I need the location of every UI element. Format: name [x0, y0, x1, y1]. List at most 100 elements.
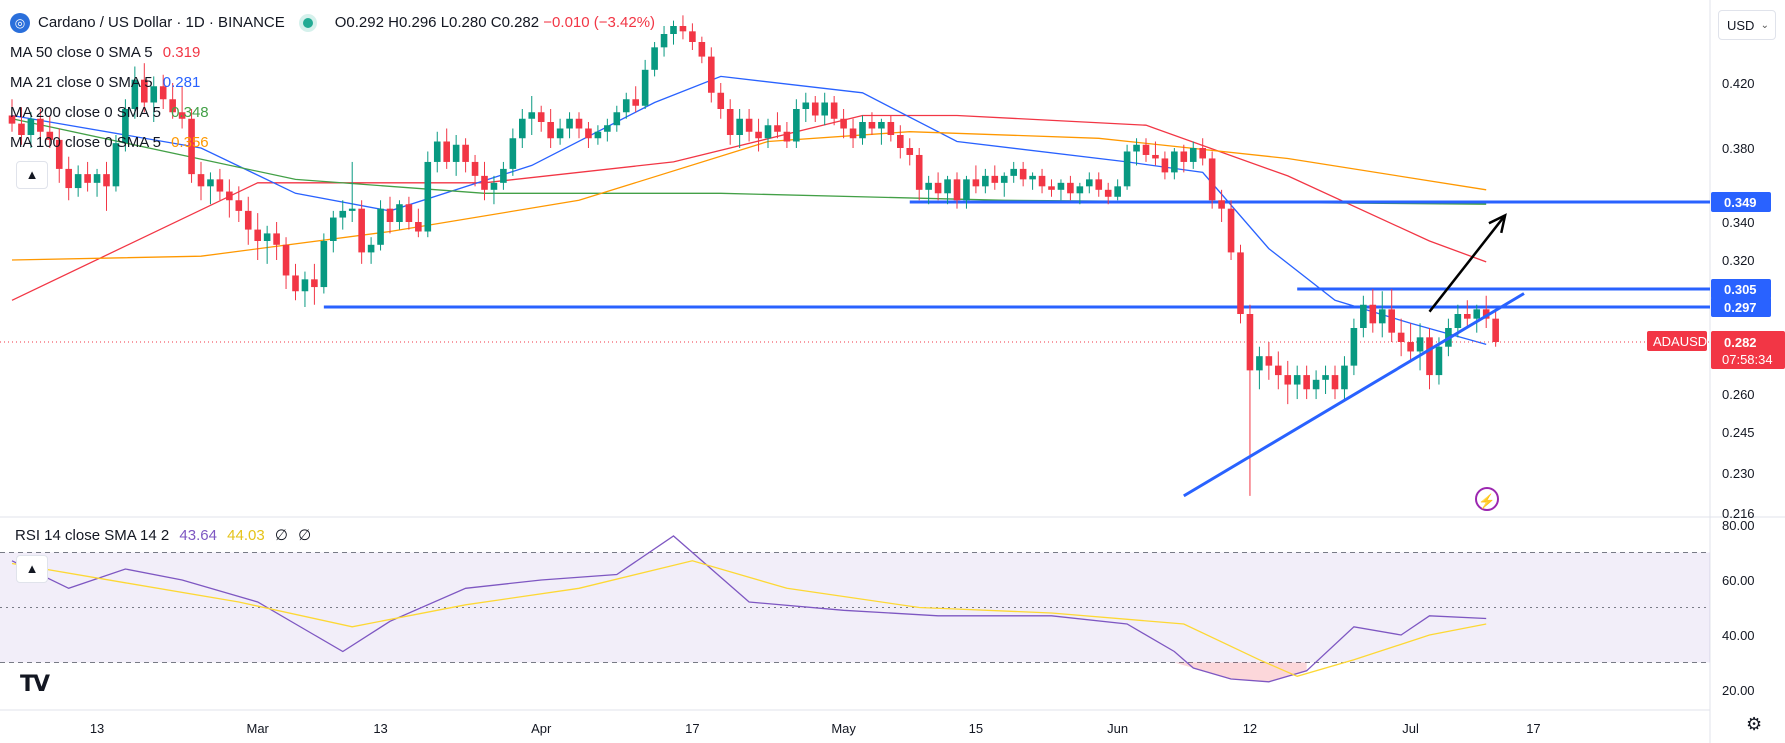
- candle[interactable]: [1142, 144, 1150, 155]
- candle[interactable]: [726, 109, 734, 135]
- level-price-tag[interactable]: [1711, 279, 1771, 299]
- candle[interactable]: [396, 204, 403, 222]
- candle[interactable]: [273, 233, 280, 245]
- candle[interactable]: [1492, 318, 1499, 342]
- candle[interactable]: [878, 122, 885, 129]
- candle[interactable]: [443, 141, 450, 162]
- candle[interactable]: [821, 102, 828, 116]
- candle[interactable]: [1473, 309, 1481, 319]
- candle[interactable]: [613, 112, 621, 126]
- candle[interactable]: [915, 154, 923, 190]
- candle[interactable]: [830, 102, 838, 119]
- candle[interactable]: [1133, 144, 1140, 152]
- candle[interactable]: [537, 112, 545, 122]
- candle[interactable]: [566, 118, 573, 129]
- level-price-tag[interactable]: [1711, 192, 1771, 212]
- candle[interactable]: [481, 175, 488, 190]
- candle[interactable]: [509, 138, 517, 169]
- candle[interactable]: [1152, 154, 1159, 159]
- candle[interactable]: [1426, 337, 1433, 376]
- candle[interactable]: [1256, 356, 1263, 371]
- candle[interactable]: [320, 241, 328, 288]
- candle[interactable]: [868, 122, 876, 129]
- candle[interactable]: [1180, 151, 1188, 162]
- candle[interactable]: [1057, 182, 1065, 190]
- candle[interactable]: [1019, 168, 1027, 180]
- candle[interactable]: [802, 102, 810, 110]
- candle[interactable]: [282, 244, 290, 276]
- candle[interactable]: [1312, 379, 1320, 390]
- candle[interactable]: [103, 174, 110, 187]
- tradingview-logo[interactable]: TV: [20, 672, 50, 697]
- indicator-ma100[interactable]: MA 100 close 0 SMA 5 0.356: [10, 128, 655, 158]
- candle[interactable]: [1086, 179, 1093, 187]
- candle[interactable]: [1284, 375, 1292, 385]
- candle[interactable]: [594, 131, 602, 139]
- candle[interactable]: [1407, 342, 1414, 352]
- candle[interactable]: [1114, 186, 1121, 197]
- candle[interactable]: [991, 175, 999, 183]
- candle[interactable]: [622, 99, 630, 113]
- candle[interactable]: [367, 244, 375, 253]
- candle[interactable]: [415, 222, 422, 232]
- candle[interactable]: [1435, 346, 1443, 376]
- candle[interactable]: [1000, 175, 1008, 183]
- candle[interactable]: [755, 131, 762, 139]
- candle[interactable]: [462, 144, 469, 162]
- arrow-shaft[interactable]: [1428, 214, 1507, 313]
- candle[interactable]: [944, 179, 951, 194]
- candle[interactable]: [982, 175, 989, 187]
- candle[interactable]: [1208, 158, 1216, 201]
- candle[interactable]: [519, 118, 526, 139]
- candle[interactable]: [122, 109, 129, 144]
- candle[interactable]: [1161, 158, 1169, 173]
- candle[interactable]: [18, 123, 25, 135]
- candle[interactable]: [37, 118, 44, 132]
- candle[interactable]: [717, 92, 725, 109]
- candle[interactable]: [150, 86, 158, 103]
- candle[interactable]: [934, 182, 942, 194]
- candle[interactable]: [1303, 375, 1310, 390]
- candle[interactable]: [1010, 168, 1017, 176]
- currency-selector[interactable]: USD ⌄: [1718, 10, 1776, 40]
- candle[interactable]: [1454, 314, 1462, 328]
- candle[interactable]: [1218, 200, 1225, 209]
- candle[interactable]: [8, 115, 16, 124]
- candle[interactable]: [471, 161, 479, 176]
- candle[interactable]: [159, 86, 167, 100]
- candle[interactable]: [84, 174, 91, 183]
- candle[interactable]: [953, 179, 961, 201]
- candle[interactable]: [1416, 337, 1424, 352]
- candle[interactable]: [604, 125, 611, 132]
- candle[interactable]: [575, 118, 583, 129]
- level-price-tag[interactable]: [1711, 297, 1771, 317]
- candle[interactable]: [490, 182, 498, 190]
- candle[interactable]: [783, 131, 791, 142]
- candle[interactable]: [774, 125, 781, 132]
- candle[interactable]: [226, 191, 233, 201]
- candle[interactable]: [1189, 148, 1197, 162]
- candle[interactable]: [1227, 208, 1235, 253]
- candle[interactable]: [292, 275, 299, 292]
- candle[interactable]: [433, 141, 441, 162]
- candle[interactable]: [1171, 151, 1178, 173]
- candle[interactable]: [1123, 151, 1131, 187]
- candle[interactable]: [849, 128, 857, 139]
- candle[interactable]: [74, 174, 82, 189]
- candle[interactable]: [1331, 375, 1339, 390]
- candle[interactable]: [764, 125, 772, 139]
- candle[interactable]: [745, 118, 753, 132]
- candle[interactable]: [1275, 365, 1282, 376]
- candle[interactable]: [169, 99, 176, 113]
- candle[interactable]: [660, 34, 668, 48]
- candle[interactable]: [906, 148, 914, 155]
- candle[interactable]: [811, 102, 819, 116]
- candle[interactable]: [1029, 175, 1036, 180]
- candle[interactable]: [1388, 309, 1395, 333]
- candle[interactable]: [112, 143, 120, 187]
- candle[interactable]: [1067, 182, 1074, 194]
- rsi-legend[interactable]: RSI 14 close SMA 14 2 43.64 44.03 ∅ ∅: [15, 526, 311, 544]
- candle[interactable]: [244, 210, 252, 230]
- candle[interactable]: [1482, 309, 1490, 319]
